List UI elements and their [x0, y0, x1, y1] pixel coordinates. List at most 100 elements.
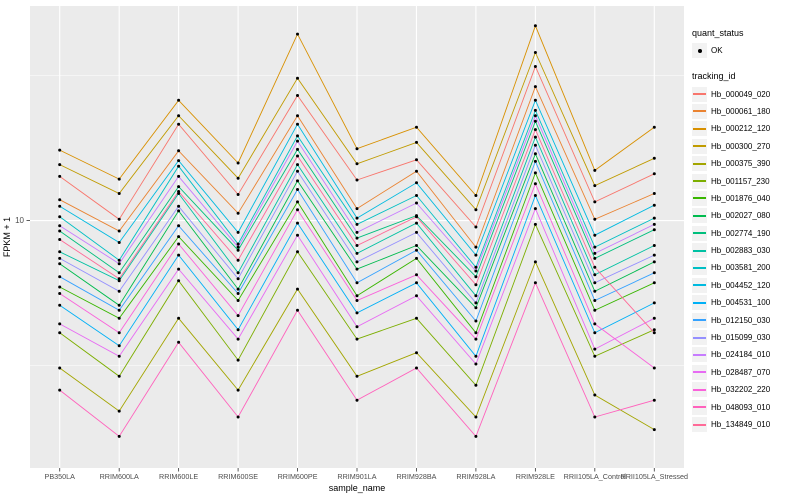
data-point	[593, 245, 597, 249]
data-point	[652, 253, 656, 257]
data-point	[415, 244, 418, 247]
plot-svg: 10 PB350LA RRIM600LA RRIM600LE RRIM600SE RRIM…	[15, 6, 689, 481]
line-key-icon	[692, 295, 707, 311]
data-point	[355, 251, 359, 255]
data-point	[652, 244, 656, 247]
line-key-icon	[692, 225, 707, 241]
data-point	[593, 308, 597, 312]
legend-item-label: Hb_000212_120	[711, 124, 771, 134]
data-point	[652, 172, 656, 176]
line-key-icon	[692, 138, 707, 154]
data-point	[58, 322, 62, 326]
data-point	[593, 354, 597, 358]
data-point	[652, 228, 656, 232]
x-tick-label: RRIM600LA	[100, 472, 139, 481]
data-point	[117, 344, 121, 348]
data-point	[533, 85, 537, 89]
data-point	[593, 347, 597, 351]
data-point	[593, 256, 597, 260]
data-point	[652, 222, 656, 226]
legend-item-label: Hb_000061_180	[711, 106, 771, 116]
data-point	[593, 233, 597, 237]
data-point	[177, 114, 181, 118]
data-point	[117, 241, 121, 244]
x-tick-label: RRIM901LA	[337, 472, 376, 481]
legend-item-label: Hb_032202_220	[711, 385, 771, 395]
line-key-icon	[692, 260, 707, 276]
data-point	[296, 76, 299, 80]
data-point	[236, 287, 240, 291]
data-point	[533, 281, 537, 285]
data-point	[58, 275, 62, 279]
line-key-icon	[692, 156, 707, 172]
data-point	[296, 122, 299, 126]
legend-item-label: Hb_028487_070	[711, 367, 771, 377]
data-point	[355, 325, 359, 329]
data-point	[355, 374, 359, 378]
data-point	[355, 311, 359, 315]
data-point	[474, 253, 478, 257]
data-point	[652, 216, 656, 220]
data-point	[533, 98, 537, 102]
legend-item-ok: OK	[692, 42, 798, 59]
x-axis-title: sample_name	[328, 483, 386, 493]
data-point	[177, 242, 181, 246]
legend-item: Hb_004531_100	[692, 294, 798, 311]
data-point	[236, 292, 240, 295]
x-tick-label: RRIM600LE	[159, 472, 198, 481]
data-point	[415, 201, 418, 205]
data-point	[58, 388, 62, 392]
data-point	[415, 294, 418, 298]
data-point	[474, 415, 478, 419]
x-tick-label: RRII105LA_Stressed	[621, 472, 689, 481]
line-key-icon	[692, 121, 707, 137]
data-point	[177, 279, 181, 283]
line-key-icon	[692, 364, 707, 380]
line-key-icon	[692, 103, 707, 119]
data-point	[296, 114, 299, 118]
data-point	[474, 294, 478, 298]
data-point	[355, 244, 359, 247]
data-point	[652, 366, 656, 370]
data-point	[177, 267, 181, 271]
data-point	[177, 204, 181, 208]
data-point	[58, 229, 62, 233]
data-point	[474, 245, 478, 249]
data-point	[296, 221, 299, 225]
legend-item-label: Hb_024184_010	[711, 350, 771, 360]
data-point	[593, 200, 597, 204]
data-point	[652, 125, 656, 129]
data-point	[58, 163, 62, 167]
data-point	[236, 230, 240, 234]
data-point	[415, 194, 418, 197]
data-point	[474, 269, 478, 273]
legend-title-tracking-id: tracking_id	[692, 71, 736, 82]
x-tick-label: RRIM600SE	[218, 472, 258, 481]
legend-item: Hb_024184_010	[692, 346, 798, 363]
data-point	[117, 277, 121, 281]
data-point	[474, 354, 478, 358]
data-point	[474, 331, 478, 335]
data-point	[296, 169, 299, 173]
data-point	[652, 271, 656, 275]
data-point	[117, 303, 121, 307]
data-point	[533, 171, 537, 175]
data-point	[652, 281, 656, 285]
legend-item-label: OK	[711, 46, 723, 56]
data-point	[117, 409, 121, 413]
data-point	[355, 207, 359, 211]
data-point	[177, 164, 181, 168]
line-key-icon	[692, 173, 707, 189]
data-point	[177, 235, 181, 239]
data-point	[593, 265, 597, 269]
data-point	[415, 169, 418, 173]
tracking-id-legend-items: Hb_000049_020 Hb_000061_180 Hb_000212_120 H…	[692, 85, 798, 433]
data-point	[296, 250, 299, 254]
data-point	[355, 178, 359, 182]
data-point	[58, 250, 62, 254]
data-point	[533, 135, 537, 139]
x-tick-label: RRIM600PE	[278, 472, 318, 481]
data-point	[296, 94, 299, 97]
data-point	[593, 251, 597, 255]
data-point	[474, 208, 478, 212]
